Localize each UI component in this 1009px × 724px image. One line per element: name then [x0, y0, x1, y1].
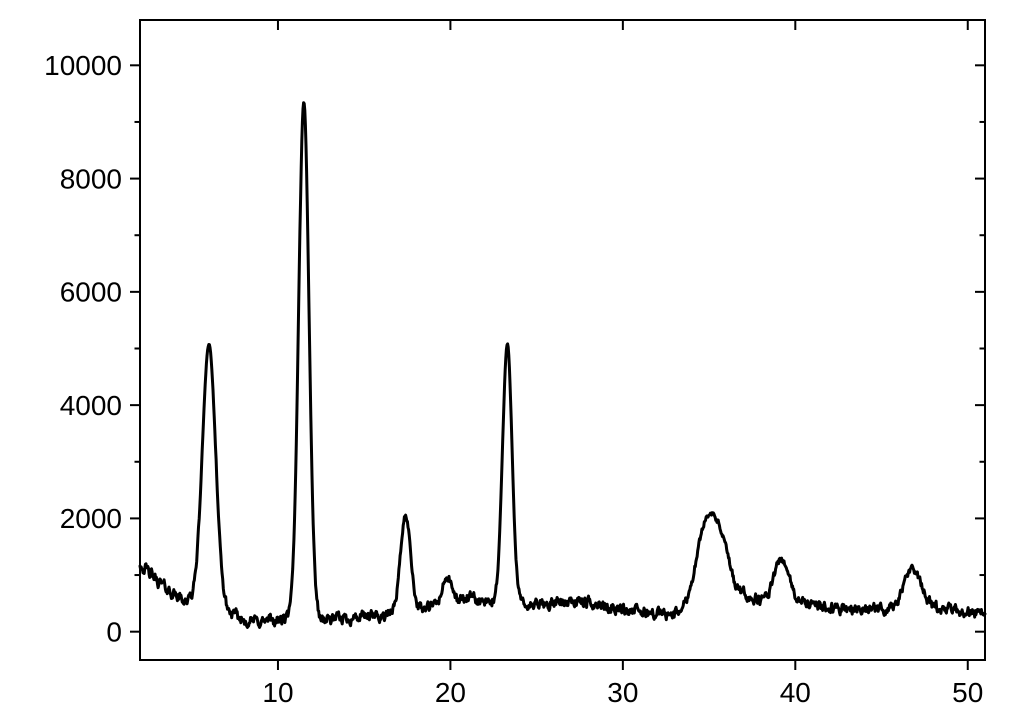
x-tick-label: 50 [952, 677, 983, 708]
xrd-chart: 10 20 30 40 50 0 2000 4000 6000 8000 10000 [0, 0, 1009, 724]
y-tick-label: 10000 [44, 50, 122, 81]
y-tick-label: 4000 [60, 390, 122, 421]
y-tick-label: 8000 [60, 163, 122, 194]
x-tick-label: 40 [780, 677, 811, 708]
y-tick-label: 6000 [60, 277, 122, 308]
x-tick-label: 20 [435, 677, 466, 708]
x-tick-label: 10 [262, 677, 293, 708]
y-tick-label: 0 [106, 616, 122, 647]
y-tick-label: 2000 [60, 503, 122, 534]
x-tick-label: 30 [607, 677, 638, 708]
chart-svg: 10 20 30 40 50 0 2000 4000 6000 8000 10000 [0, 0, 1009, 724]
